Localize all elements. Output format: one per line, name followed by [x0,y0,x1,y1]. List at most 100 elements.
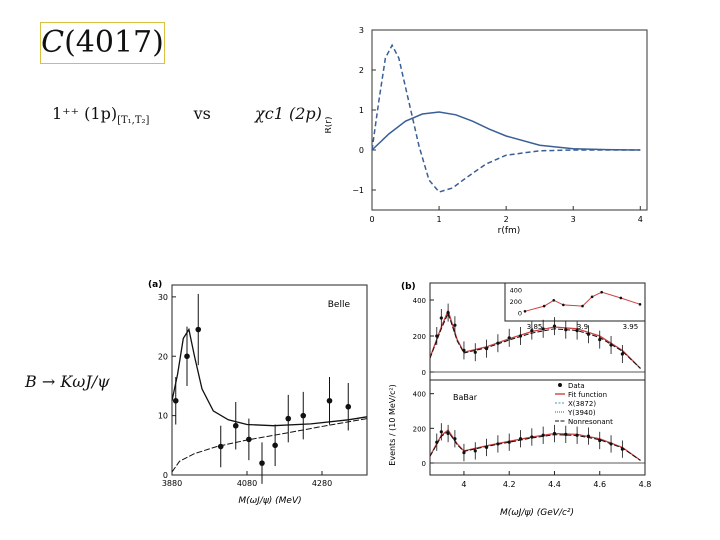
wf-xtick-label: 0 [369,215,374,224]
belle-xtick-label: 3880 [162,479,182,488]
upper-data-point [586,332,591,336]
upper-data-point [575,329,579,333]
lower-data-point [564,432,568,436]
belle-data-point [272,442,278,449]
upper-data-point [462,348,466,352]
wf-ytick-label: 1 [359,106,364,115]
wf-xtick-label: 4 [638,215,643,224]
lower-data-point [620,447,624,451]
belle-data-point [246,436,252,443]
babar-xtick-label: 4.8 [639,480,652,489]
belle-data-point [345,403,352,410]
belle-xtick-label: 4280 [312,479,332,488]
belle-chart: (a) Belle 3880 4080 4280 0 10 20 30 M(ωJ/ψ) (M… [148,280,368,506]
wavefunction-chart: 0 1 2 3 4 −1 0 1 2 3 R(r) r(fm) [325,26,648,236]
upper-data-point [484,347,489,351]
lower-data-point [586,434,591,438]
lower-data-point [530,435,534,439]
option2: χc1 (2p) [255,104,322,123]
belle-data-point [172,397,179,404]
belle-ytick-label: 20 [158,352,168,361]
lower-fit-curve [429,429,641,461]
belle-xtick-label: 4080 [237,479,257,488]
belle-xlabel: M(ωJ/ψ) (MeV) [238,496,301,506]
legend-y3940: Y(3940) [567,409,596,417]
belle-data-point [285,415,292,422]
lower-nonresonant-curve [429,430,641,461]
option1-subscript: [T₁,T₂] [117,115,150,127]
upper-data-point [446,311,450,315]
vs-label: vs [193,104,211,123]
inset-ytick-label: 200 [510,298,522,306]
inset-data-point [581,304,584,308]
upper-data-point [620,352,624,356]
upper-data-point [439,316,443,320]
wf-ytick-label: −1 [352,186,364,195]
lower-data-point [453,437,457,441]
legend-nonresonant: Nonresonant [568,418,613,426]
babar-ylabel: Events / (10 MeV/c²) [388,384,397,465]
babar-xlabel: M(ωJ/ψ) (GeV/c²) [500,508,574,518]
title-box: C(4017) [40,22,165,64]
inset-xtick-label: 3.9 [577,323,588,331]
upper-data-point [564,328,568,332]
upper-data-point [473,350,477,354]
inset-xtick-label: 3.95 [623,323,639,331]
belle-data-point [232,422,239,429]
lower-data-point [598,438,602,443]
belle-frame [171,284,368,476]
wf-series-solid [371,111,641,151]
lower-data-point [609,442,613,446]
lower-ytick-label: 200 [413,425,426,433]
inset-ytick-label: 400 [510,286,522,294]
wf-ytick-label: 0 [359,146,364,155]
babar-xtick-label: 4.2 [503,480,516,489]
belle-experiment-label: Belle [328,300,351,310]
lower-data-point [541,433,545,437]
lower-ytick-label: 0 [422,460,426,468]
legend-marker-data [558,383,562,387]
belle-data-point [217,443,224,450]
upper-ytick-label: 200 [413,333,426,341]
lower-data-point [462,451,466,455]
belle-plot: 3880 4080 4280 0 10 20 30 [158,293,368,488]
belle-ytick-label: 30 [158,293,168,302]
inset-data-point [523,309,527,313]
babar-experiment-label: BaBar [453,393,478,402]
inset-frame [504,282,646,322]
lower-ytick-label: 400 [413,391,426,399]
legend: Data Fit function X(3872) Y(3940) Nonres… [555,382,613,426]
lower-data-point [518,437,523,441]
upper-data-point [507,336,511,340]
upper-data-point [518,334,523,338]
wf-series-dashed [371,43,641,193]
belle-data-point [259,460,265,466]
lower-data-point [496,442,500,446]
upper-data-point [598,338,602,342]
decay-channel: B → KωJ/ψ [25,372,110,391]
wf-xtick-label: 3 [571,215,576,224]
lower-data-point [446,431,450,436]
option1: 1⁺⁺ (1p) [52,104,118,123]
upper-data-point [496,341,500,345]
babar-xtick-label: 4.4 [548,480,561,489]
lower-data-point [575,433,579,437]
wavefunction-plot: 0 1 2 3 4 −1 0 1 2 3 [352,26,643,224]
upper-ytick-label: 400 [413,297,426,305]
upper-data-point [552,324,557,328]
state-assignment: 1⁺⁺ (1p)[T₁,T₂] vs χc1 (2p) [52,104,322,126]
legend-x3872: X(3872) [568,400,596,408]
upper-data-point [435,334,439,338]
title-mass: (4017) [64,25,164,60]
belle-background-curve [171,418,368,473]
lower-data-point [435,440,439,444]
belle-fit-curve [171,327,368,427]
wf-ytick-label: 2 [359,66,364,75]
title-name: C [41,25,65,60]
belle-ytick-label: 10 [158,412,168,421]
lower-data-point [473,449,477,453]
inset-data-point [638,303,642,306]
wf-xtick-label: 1 [437,215,442,224]
upper-data-point [541,327,545,331]
inset-data-point [590,295,594,299]
